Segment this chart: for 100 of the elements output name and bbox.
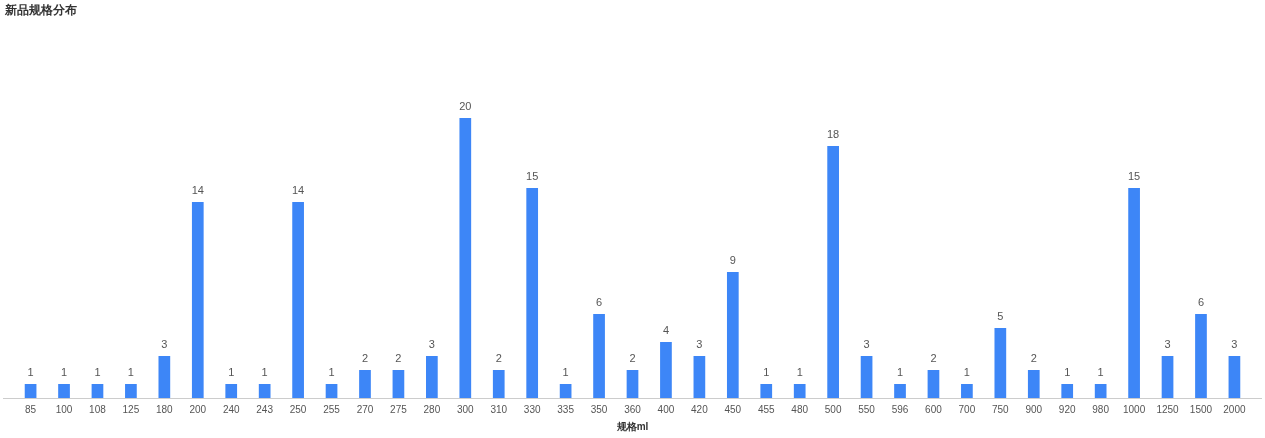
x-tick-label: 125 <box>122 404 140 415</box>
bar <box>1161 356 1174 398</box>
data-label: 15 <box>526 170 539 182</box>
data-label: 2 <box>930 352 937 364</box>
bar <box>225 384 238 398</box>
bar <box>860 356 873 398</box>
data-label: 1 <box>127 366 134 378</box>
bar <box>392 370 405 398</box>
x-tick-label: 310 <box>490 404 508 415</box>
bar <box>359 370 371 398</box>
bar <box>994 328 1007 398</box>
bar <box>793 384 806 398</box>
x-tick-label: 600 <box>925 404 943 415</box>
data-label: 5 <box>997 310 1004 322</box>
x-tick-label: 550 <box>858 404 876 415</box>
data-label: 14 <box>191 184 204 196</box>
bar <box>693 356 706 398</box>
x-tick-label: 1250 <box>1156 404 1180 415</box>
bar <box>459 118 472 398</box>
x-tick-label: 335 <box>557 404 575 415</box>
data-label: 3 <box>696 338 703 350</box>
x-tick-label: 1500 <box>1189 404 1213 415</box>
bar <box>1094 384 1107 398</box>
x-tick-label: 108 <box>89 404 107 415</box>
data-label: 2 <box>495 352 502 364</box>
x-tick-label: 400 <box>657 404 675 415</box>
data-label: 1 <box>328 366 335 378</box>
bar <box>292 202 304 398</box>
x-tick-label: 200 <box>189 404 207 415</box>
data-label: 3 <box>1231 338 1238 350</box>
bar <box>1061 384 1074 398</box>
data-label: 14 <box>291 184 305 196</box>
bar <box>1027 370 1040 398</box>
bar <box>1195 314 1207 398</box>
x-tick-label: 480 <box>791 404 809 415</box>
bar <box>258 384 271 398</box>
x-tick-label: 455 <box>757 404 776 415</box>
bar <box>125 384 137 398</box>
bar <box>191 202 204 398</box>
bar <box>626 370 639 398</box>
x-tick-label: 85 <box>25 404 37 415</box>
data-label: 1 <box>763 366 770 378</box>
data-label: 1 <box>562 366 569 378</box>
data-label: 2 <box>395 352 402 364</box>
data-label: 18 <box>827 128 840 140</box>
data-label: 1 <box>261 366 268 378</box>
data-label: 6 <box>596 296 603 308</box>
x-tick-label: 450 <box>724 404 742 415</box>
bar <box>760 384 773 398</box>
data-label: 1 <box>1097 366 1104 378</box>
bar <box>894 384 906 398</box>
x-tick-label: 180 <box>156 404 174 415</box>
x-tick-label: 275 <box>390 404 408 415</box>
x-tick-label: 100 <box>55 404 73 415</box>
data-label: 1 <box>963 366 970 378</box>
data-label: 1 <box>1064 366 1071 378</box>
data-label: 1 <box>27 366 34 378</box>
bar <box>1128 188 1140 398</box>
data-label: 3 <box>428 338 435 350</box>
x-tick-label: 1000 <box>1122 404 1146 415</box>
x-axis-title: 规格ml <box>615 421 649 432</box>
bar <box>559 384 572 398</box>
x-tick-label: 2000 <box>1223 404 1246 415</box>
bar <box>91 384 104 398</box>
bar <box>526 188 539 398</box>
x-tick-label: 350 <box>590 404 608 415</box>
x-tick-label: 596 <box>891 404 909 415</box>
x-tick-label: 420 <box>691 404 709 415</box>
data-label: 15 <box>1127 170 1141 182</box>
x-tick-label: 240 <box>222 404 240 415</box>
bar <box>158 356 171 398</box>
data-label: 1 <box>228 366 235 378</box>
bar <box>58 384 70 398</box>
bar <box>492 370 505 398</box>
x-tick-label: 500 <box>824 404 842 415</box>
data-label: 1 <box>796 366 803 378</box>
x-tick-label: 270 <box>356 404 374 415</box>
data-label: 2 <box>1030 352 1037 364</box>
x-tick-label: 255 <box>323 404 341 415</box>
bar <box>1228 356 1241 398</box>
bar <box>961 384 973 398</box>
data-label: 1 <box>896 366 904 378</box>
x-tick-label: 700 <box>958 404 976 415</box>
data-label: 4 <box>662 324 669 336</box>
data-label: 2 <box>629 352 636 364</box>
x-tick-label: 900 <box>1025 404 1043 415</box>
x-tick-label: 750 <box>991 404 1010 415</box>
x-tick-label: 920 <box>1058 404 1076 415</box>
data-label: 3 <box>1164 338 1171 350</box>
bar <box>827 146 839 398</box>
bar <box>927 370 940 398</box>
data-label: 1 <box>94 366 101 378</box>
data-label: 20 <box>459 100 472 112</box>
bar <box>24 384 37 398</box>
bar <box>325 384 338 398</box>
data-label: 9 <box>729 254 736 266</box>
data-label: 3 <box>161 338 168 350</box>
bar <box>726 272 739 398</box>
data-label: 6 <box>1197 296 1205 308</box>
x-tick-label: 243 <box>256 404 274 415</box>
